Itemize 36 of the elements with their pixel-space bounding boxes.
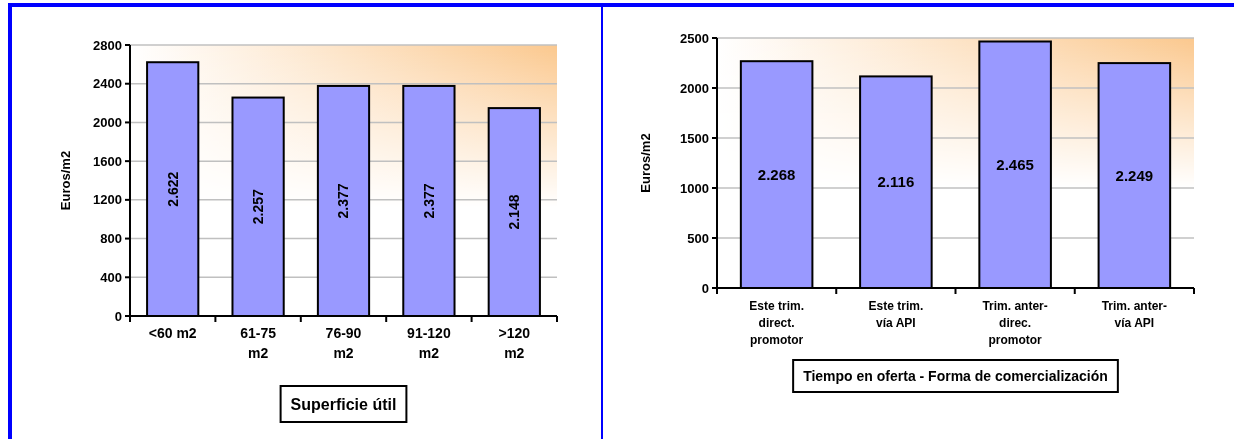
data-label: 2.148 [506,194,523,230]
data-label: 2.377 [420,183,437,219]
data-label: 2.465 [996,156,1034,173]
y-tick-label: 800 [100,231,122,247]
y-tick-label: 2000 [680,80,709,96]
y-tick-label: 0 [114,308,122,324]
data-label: 2.249 [1115,166,1154,184]
data-label: 2.377 [335,183,352,219]
x-tick-label: >120 m2 [498,325,531,361]
data-label: 2.257 [250,189,266,225]
x-tick-label: Trim. anter-direc. promotor [982,299,1048,347]
y-tick-label: 1000 [680,180,709,196]
data-label: 2.268 [757,165,796,183]
y-tick-label: 1500 [680,130,709,146]
x-tick-label: 91-120 m2 [407,325,451,361]
y-tick-label: 1600 [93,153,122,169]
y-axis-title: Euros/m2 [58,150,73,211]
x-axis-title: Superficie útil [290,395,397,413]
y-tick-label: 2000 [93,114,122,130]
y-axis-title: Euros/m2 [638,133,653,193]
y-tick-label: 2500 [680,30,709,46]
x-tick-label: Este trim. direct. promotor [749,299,804,347]
data-label: 2.622 [164,171,181,207]
y-tick-label: 2800 [93,37,122,53]
x-tick-label: <60 m2 [148,325,197,341]
y-tick-label: 1200 [93,192,122,208]
x-tick-label: Este trim. vía API [868,299,924,330]
x-tick-label: 61-75 m2 [240,325,277,361]
data-label: 2.116 [877,173,915,191]
y-tick-label: 2400 [93,76,122,92]
x-tick-label: 76-90 m2 [325,325,362,361]
y-tick-label: 0 [701,280,709,296]
y-tick-label: 500 [687,230,709,246]
y-tick-label: 400 [100,269,122,285]
x-axis-title: Tiempo en oferta - Forma de comercialización [803,367,1108,384]
x-tick-label: Trim. anter-vía API [1101,299,1168,330]
